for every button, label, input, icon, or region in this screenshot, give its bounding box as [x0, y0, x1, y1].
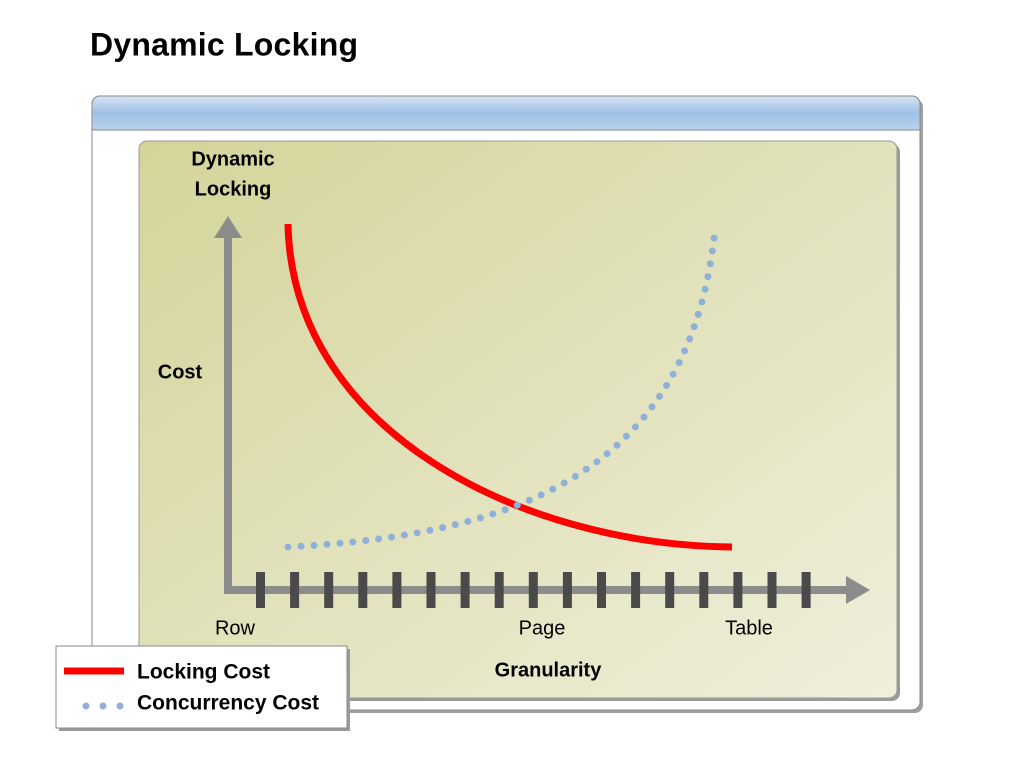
window-header — [91, 95, 921, 131]
tick — [460, 572, 470, 608]
heading-line: Locking — [195, 178, 272, 200]
y-arrow — [214, 216, 242, 238]
x-label: Page — [519, 617, 566, 639]
tick — [324, 572, 334, 608]
tick-group — [256, 572, 811, 608]
concurrency-cost-curve — [284, 226, 719, 551]
legend — [55, 645, 348, 729]
tick — [597, 572, 606, 608]
locking-cost-curve — [284, 223, 733, 551]
tick — [494, 572, 504, 608]
tick — [562, 572, 572, 608]
tick — [733, 572, 743, 608]
tick — [528, 572, 538, 608]
tick — [699, 572, 709, 608]
tick — [801, 572, 811, 608]
tick — [392, 572, 402, 608]
tick — [426, 572, 436, 608]
tick — [290, 572, 300, 608]
tick — [631, 572, 641, 608]
x-label: Table — [725, 617, 773, 639]
heading-line: Dynamic — [191, 148, 274, 170]
legend-label: Locking Cost — [137, 661, 270, 684]
panel — [138, 140, 898, 699]
tick — [665, 572, 675, 608]
tick — [358, 572, 368, 608]
legend-label: Concurrency Cost — [137, 692, 319, 715]
x-label: Row — [215, 617, 256, 639]
x-axis-title: Granularity — [495, 659, 603, 681]
tick — [256, 572, 265, 608]
tick — [767, 572, 777, 608]
x-arrow — [846, 576, 870, 604]
slide-title: Dynamic Locking — [90, 26, 358, 62]
y-axis-label: Cost — [158, 361, 203, 383]
